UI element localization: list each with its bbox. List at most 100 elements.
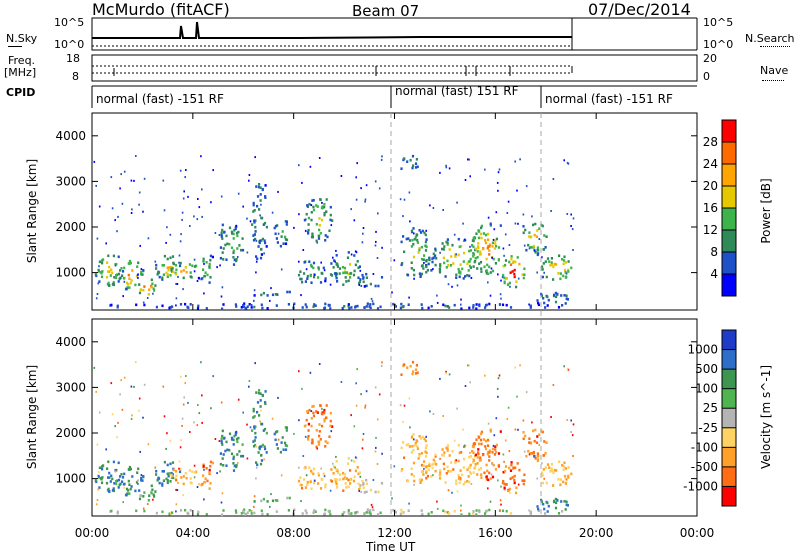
echo-cell-65 (127, 262, 130, 265)
echo-cell-337 (310, 487, 313, 490)
echo-cell-1012 (432, 413, 435, 415)
echo-cell-814 (288, 496, 291, 500)
echo-cell-879 (210, 407, 212, 410)
echo-cell-985 (566, 161, 569, 164)
echo-cell-820 (409, 364, 412, 368)
echo-cell-668 (559, 478, 562, 481)
echo-cell-1029 (377, 212, 379, 215)
echo-cell-340 (330, 480, 334, 483)
echo-cell-239 (251, 429, 254, 432)
echo-cell-346 (321, 478, 324, 481)
echo-cell-126 (172, 468, 175, 472)
echo-cell-502 (450, 461, 453, 464)
echo-cell-191 (232, 455, 235, 459)
echo-cell-130 (175, 272, 178, 276)
echo-cell-185 (232, 237, 235, 240)
echo-cell-112 (172, 476, 175, 480)
echo-cell-659 (525, 248, 528, 252)
echo-cell-466 (441, 448, 444, 451)
echo-cell-894 (175, 297, 178, 300)
echo-cell-71 (117, 478, 121, 482)
echo-cell-360 (347, 485, 350, 489)
echo-cell-1002 (180, 233, 182, 236)
echo-cell-286 (331, 425, 334, 428)
echo-cell-956 (376, 463, 379, 465)
echo-cell-939 (493, 434, 496, 437)
echo-cell-476 (472, 451, 475, 455)
echo-cell-958 (249, 426, 252, 429)
echo-cell-8 (113, 276, 116, 279)
echo-cell-443 (420, 451, 423, 455)
echo-cell-556 (493, 453, 496, 456)
echo-cell-801 (354, 511, 357, 514)
echo-cell-838 (565, 297, 568, 301)
echo-cell-812 (276, 499, 279, 502)
echo-cell-21 (102, 464, 105, 467)
echo-cell-754 (205, 513, 208, 516)
echo-cell-989 (98, 205, 101, 208)
echo-cell-276 (308, 202, 311, 206)
echo-cell-266 (318, 228, 321, 232)
echo-cell-1079 (263, 458, 265, 461)
echo-cell-378 (333, 259, 336, 262)
echo-cell-314 (312, 198, 315, 202)
echo-cell-1017 (496, 181, 499, 184)
echo-cell-114 (161, 264, 164, 267)
echo-cell-881 (214, 232, 217, 234)
echo-cell-963 (253, 289, 256, 292)
y-tick-label-0-0: 4000 (55, 129, 86, 143)
echo-cell-173 (235, 465, 238, 469)
echo-cell-381 (354, 263, 357, 267)
echo-cell-1087 (236, 462, 239, 464)
echo-cell-295 (329, 218, 332, 222)
echo-cell-149 (206, 479, 209, 483)
echo-cell-62 (123, 266, 126, 270)
echo-cell-1110 (185, 169, 187, 171)
echo-cell-796 (266, 513, 269, 516)
echo-cell-286 (331, 219, 334, 222)
echo-cell-446 (425, 265, 428, 269)
nave-label: Nave (760, 64, 789, 77)
echo-cell-113 (166, 273, 169, 276)
echo-cell-49 (127, 273, 130, 277)
echo-cell-671 (544, 260, 547, 263)
echo-cell-243 (256, 410, 259, 414)
echo-cell-949 (123, 376, 126, 379)
echo-cell-808 (286, 496, 289, 500)
echo-cell-872 (399, 198, 402, 201)
echo-cell-514 (460, 451, 463, 454)
echo-cell-139 (202, 463, 205, 467)
echo-cell-757 (171, 511, 174, 514)
echo-cell-102 (178, 264, 182, 268)
echo-cell-397 (418, 247, 421, 250)
cpid-panel (91, 85, 697, 108)
echo-cell-1030 (413, 483, 415, 486)
echo-cell-697 (243, 508, 246, 511)
echo-cell-917 (497, 479, 499, 482)
echo-cell-500 (432, 252, 435, 256)
echo-cell-896 (507, 200, 510, 203)
echo-cell-217 (252, 203, 255, 207)
echo-cell-592 (488, 245, 491, 248)
echo-cell-261 (285, 238, 289, 242)
echo-cell-682 (550, 257, 553, 260)
echo-cell-768 (324, 302, 327, 306)
echo-cell-367 (338, 473, 342, 476)
echo-cell-1005 (456, 407, 458, 410)
echo-cell-616 (508, 281, 511, 285)
echo-cell-177 (231, 438, 234, 441)
echo-cell-687 (550, 261, 553, 264)
echo-cell-1103 (130, 385, 133, 388)
echo-cell-99 (169, 256, 172, 260)
echo-cell-288 (323, 205, 326, 209)
echo-cell-1118 (203, 498, 205, 501)
echo-cell-219 (258, 447, 261, 451)
echo-cell-630 (522, 231, 525, 235)
echo-cell-91 (166, 275, 169, 279)
echo-cell-1105 (277, 232, 280, 235)
echo-cell-535 (495, 450, 498, 454)
echo-cell-5 (110, 474, 113, 478)
colorbar-tick-4: -25 (698, 421, 718, 435)
echo-cell-270 (307, 429, 310, 432)
y-tick-label-1-2: 2000 (55, 426, 86, 440)
